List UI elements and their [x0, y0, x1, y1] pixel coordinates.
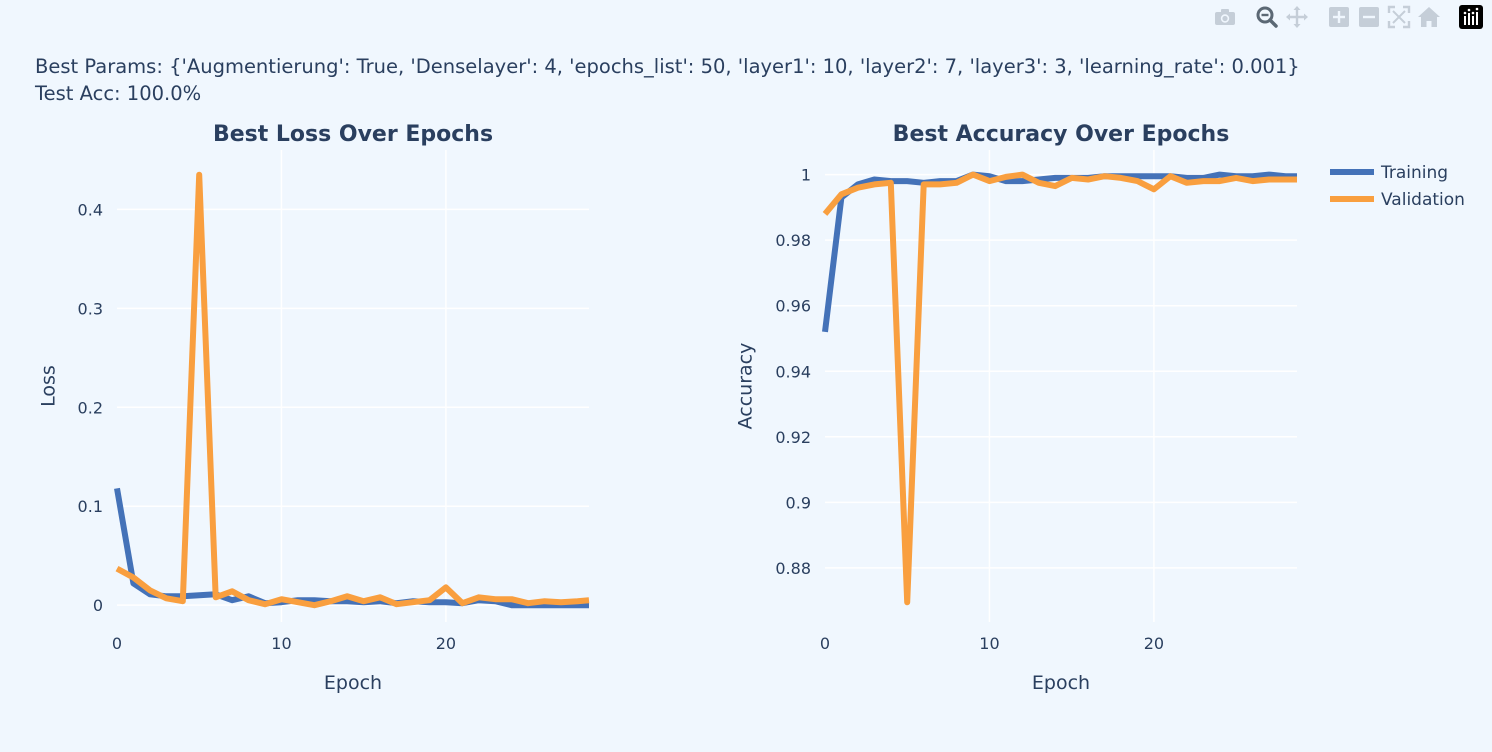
accuracy-chart-title: Best Accuracy Over Epochs — [893, 122, 1230, 147]
loss-x-tick-label: 0 — [112, 634, 122, 653]
accuracy-y-tick-label: 1 — [801, 166, 811, 185]
zoom-in-icon[interactable] — [1324, 4, 1354, 30]
loss-y-tick-label: 0.4 — [78, 200, 103, 219]
accuracy-x-tick-label: 20 — [1144, 634, 1164, 653]
loss-x-tick-label: 20 — [436, 634, 456, 653]
loss-y-tick-label: 0.3 — [78, 299, 103, 318]
accuracy-y-tick-label: 0.9 — [786, 493, 811, 512]
accuracy-y-axis-label: Accuracy — [735, 343, 757, 430]
loss-validation-line — [115, 171, 590, 609]
loss-y-axis-label: Loss — [38, 365, 60, 407]
legend-label-validation: Validation — [1381, 190, 1465, 210]
loss-x-tick-label: 10 — [271, 634, 291, 653]
accuracy-y-tick-label: 0.88 — [775, 559, 811, 578]
accuracy-training-line — [822, 171, 1297, 333]
zoom-icon[interactable] — [1252, 4, 1282, 30]
accuracy-x-tick-label: 0 — [820, 634, 830, 653]
plotly-logo-icon[interactable] — [1456, 4, 1486, 30]
accuracy-y-tick-label: 0.98 — [775, 231, 811, 250]
accuracy-x-tick-label: 10 — [979, 634, 999, 653]
accuracy-validation-line — [822, 171, 1297, 606]
loss-y-tick-label: 0.2 — [78, 398, 103, 417]
loss-x-axis-label: Epoch — [324, 672, 382, 694]
best-params-text: Best Params: {'Augmentierung': True, 'De… — [35, 55, 1300, 78]
accuracy-y-tick-label: 0.92 — [775, 428, 811, 447]
loss-chart-title: Best Loss Over Epochs — [213, 122, 493, 147]
loss-y-tick-label: 0 — [93, 596, 103, 615]
autoscale-icon[interactable] — [1384, 4, 1414, 30]
legend-label-training: Training — [1380, 163, 1448, 183]
reset-axes-icon[interactable] — [1414, 4, 1444, 30]
modebar — [1210, 4, 1486, 30]
test-accuracy-text: Test Acc: 100.0% — [35, 82, 202, 105]
accuracy-x-axis-label: Epoch — [1032, 672, 1090, 694]
accuracy-y-tick-label: 0.94 — [775, 362, 811, 381]
pan-icon[interactable] — [1282, 4, 1312, 30]
accuracy-y-tick-label: 0.96 — [775, 297, 811, 316]
zoom-out-icon[interactable] — [1354, 4, 1384, 30]
camera-icon[interactable] — [1210, 4, 1240, 30]
loss-y-tick-label: 0.1 — [78, 497, 103, 516]
